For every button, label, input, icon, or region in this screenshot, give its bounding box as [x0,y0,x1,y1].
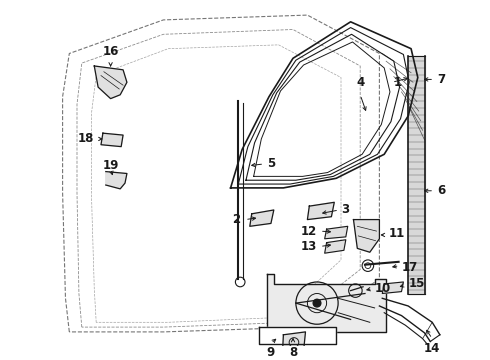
Text: 19: 19 [102,158,119,172]
Text: 10: 10 [374,282,391,295]
Text: 6: 6 [437,184,445,197]
Polygon shape [408,57,424,293]
Polygon shape [353,220,379,252]
Text: 3: 3 [341,203,349,216]
Polygon shape [94,66,127,99]
Text: 14: 14 [424,342,441,355]
Text: 8: 8 [289,346,297,359]
Text: 1: 1 [394,76,402,89]
Text: 12: 12 [301,225,317,238]
Text: 17: 17 [401,261,418,274]
Polygon shape [325,240,346,253]
Polygon shape [250,210,274,226]
Text: 9: 9 [267,346,275,359]
Text: 2: 2 [232,213,240,226]
Polygon shape [106,172,127,189]
Text: 7: 7 [437,73,445,86]
Polygon shape [259,327,336,345]
Text: 15: 15 [408,278,424,291]
Polygon shape [267,274,386,332]
Text: 5: 5 [267,157,275,170]
Polygon shape [307,202,334,220]
Text: 16: 16 [102,45,119,58]
Text: 11: 11 [389,226,405,239]
Text: 4: 4 [356,76,365,89]
Polygon shape [282,332,305,354]
Polygon shape [382,282,403,293]
Circle shape [313,299,321,307]
Polygon shape [101,133,123,147]
Text: 13: 13 [301,240,317,253]
Polygon shape [325,226,348,239]
Text: 18: 18 [78,132,94,145]
